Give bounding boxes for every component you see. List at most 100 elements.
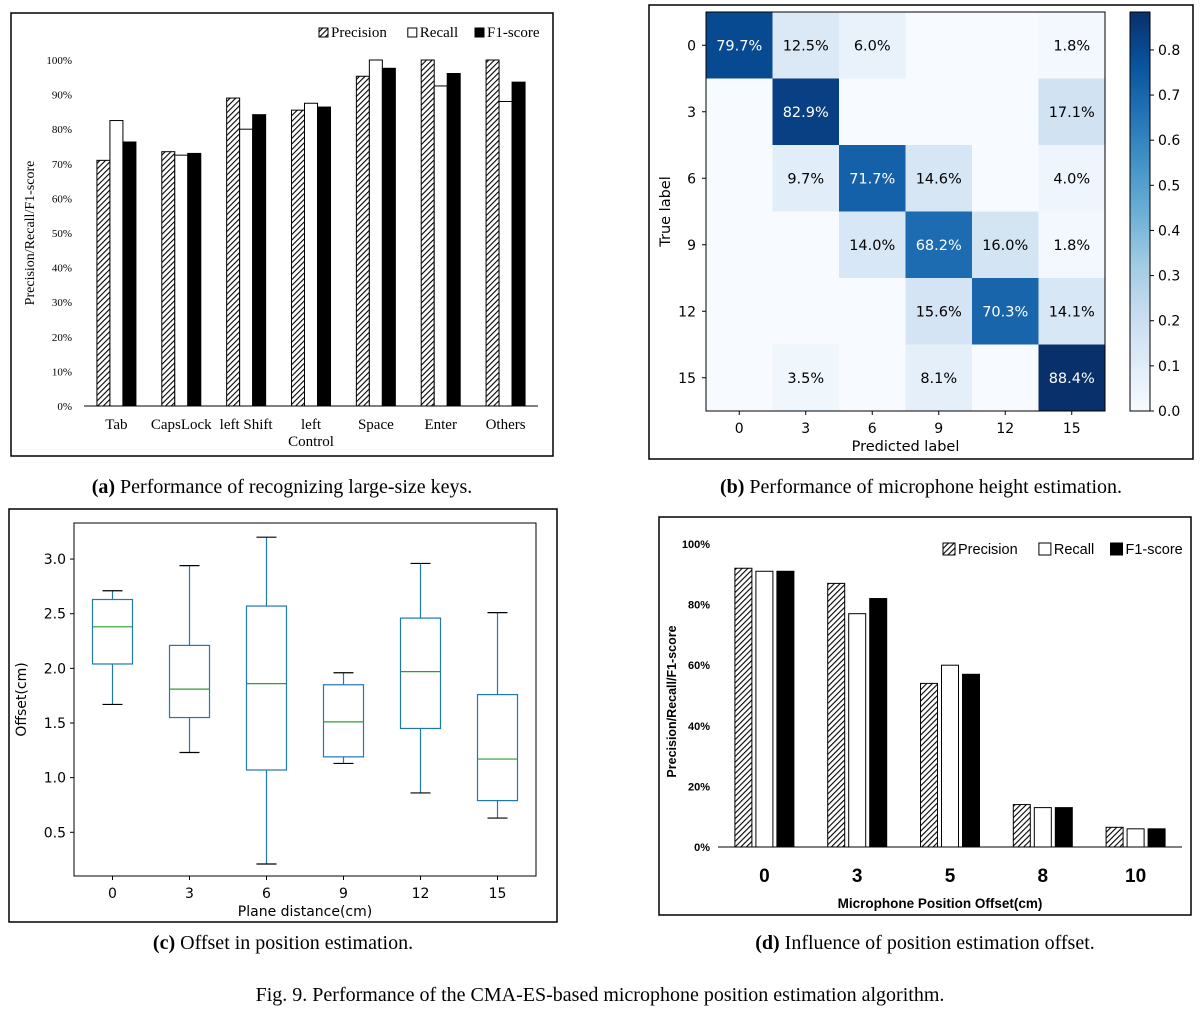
chart-d-panel: 0% 20% 40% 60% 80% 100% Precision/Recall/F1-sc…: [658, 516, 1192, 916]
chart-a-bar: [239, 128, 254, 407]
chart-b-cell: [706, 145, 773, 212]
chart-d-legend-label: F1-score: [1126, 542, 1183, 558]
chart-b-cell-label: 82.9%: [783, 105, 829, 121]
chart-a-bar: [109, 120, 124, 407]
chart-b-cell-label: 14.0%: [849, 238, 895, 254]
chart-c-plot-border: [73, 522, 537, 877]
chart-a-bar: [226, 97, 241, 407]
chart-d-xtick-label: 10: [1125, 866, 1146, 887]
chart-a-bar: [304, 102, 318, 407]
chart-d-bar: [920, 682, 938, 848]
chart-b-cell: [839, 344, 906, 412]
chart-a-bar: [174, 154, 189, 407]
chart-d: 0% 20% 40% 60% 80% 100% Precision/Recall/F1-sc…: [658, 516, 1192, 916]
chart-d-legend-label: Precision: [958, 542, 1018, 558]
chart-b-xtick-label: 3: [801, 421, 810, 437]
chart-a-legend-swatch: [318, 27, 329, 38]
chart-b-colorbar: [1129, 11, 1151, 412]
chart-d-legend-swatch: [1110, 542, 1123, 556]
caption-b-text: Performance of microphone height estimat…: [749, 476, 1123, 498]
chart-d-xtick-label: 3: [852, 866, 863, 887]
chart-b-ytick-label: 12: [678, 304, 696, 320]
chart-c-ytick-label: 1.5: [44, 716, 66, 732]
chart-a-bar: [355, 75, 370, 407]
chart-b-xtick-label: 9: [934, 421, 943, 437]
chart-b-colorbar-label: 0.0: [1158, 404, 1180, 420]
chart-d-bar: [869, 598, 888, 848]
chart-b-ytick-label: 0: [687, 38, 696, 54]
chart-b-cell-label: 71.7%: [849, 171, 895, 187]
chart-b-cell: [905, 344, 973, 412]
chart-c-ytick-label: 1.0: [44, 771, 66, 787]
chart-d-bar: [1054, 807, 1073, 848]
chart-a-bar: [161, 151, 176, 407]
chart-a-legend-swatch: [407, 27, 418, 38]
chart-d-bar: [1126, 828, 1145, 848]
chart-a-bar: [433, 85, 448, 407]
chart-c-xtick-label: 0: [108, 886, 117, 902]
chart-a-bar: [187, 152, 202, 407]
chart-b-cell: [1038, 78, 1106, 146]
chart-b-cell: [972, 211, 1039, 279]
chart-a-bar: [420, 59, 435, 407]
chart-a-legend-label: Recall: [420, 25, 458, 41]
chart-a-bar: [291, 109, 305, 407]
chart-d-legend-label: Recall: [1054, 542, 1094, 558]
chart-d-xtick-label: 0: [759, 866, 770, 887]
chart-b-cell: [972, 12, 1039, 79]
chart-c-box: [168, 644, 211, 719]
chart-c-xtick-label: 3: [185, 886, 194, 902]
chart-a-legend-label: F1-score: [487, 25, 540, 41]
chart-b-panel: 79.7% 12.5% 6.0% 1.8% 82.9% 17.1% 9.7% 71.7% 14.…: [648, 4, 1194, 460]
chart-b-cell: [972, 344, 1039, 412]
chart-b-cell: [772, 278, 840, 345]
chart-b-xtick-label: 15: [1063, 421, 1081, 437]
chart-b-cell-label: 17.1%: [1049, 105, 1095, 121]
chart-b-cell: [972, 145, 1039, 212]
chart-a-bar: [368, 59, 383, 407]
chart-d-xtick-label: 5: [945, 866, 956, 887]
chart-b-cell-label: 1.8%: [1053, 38, 1090, 54]
chart-c-box: [399, 617, 442, 730]
chart-b-cell: [1038, 344, 1106, 412]
chart-a-bar: [96, 159, 111, 407]
chart-a-xtick-label: CapsLock: [151, 417, 212, 433]
chart-d-ytick-label: 100%: [682, 539, 710, 551]
chart-b-colorbar-label: 0.5: [1158, 178, 1180, 194]
chart-b-cell: [1038, 12, 1106, 79]
chart-b-xtick-label: 0: [735, 421, 744, 437]
chart-d-bar: [941, 664, 959, 848]
chart-b: 79.7% 12.5% 6.0% 1.8% 82.9% 17.1% 9.7% 71.7% 14.…: [648, 4, 1194, 460]
caption-d-tag: (d): [755, 932, 780, 954]
chart-a-xtick-label: Others: [486, 417, 526, 433]
chart-a-ytick-label: 90%: [52, 90, 72, 102]
chart-b-cell: [972, 78, 1039, 146]
chart-b-cell-label: 4.0%: [1053, 171, 1090, 187]
chart-c-frame: [8, 508, 558, 923]
chart-c-box: [322, 684, 365, 758]
chart-b-cell: [772, 78, 840, 146]
chart-b-cell: [905, 145, 973, 212]
chart-b-cell: [839, 78, 906, 146]
chart-c-ytick-label: 0.5: [44, 825, 66, 841]
chart-b-cell: [972, 278, 1039, 345]
figure-caption: Fig. 9. Performance of the CMA-ES-based …: [255, 984, 945, 1006]
chart-b-cell: [772, 211, 840, 279]
chart-a-legend-label: Precision: [331, 25, 387, 41]
caption-b: (b) Performance of microphone height est…: [648, 476, 1194, 499]
chart-b-xlabel: Predicted label: [852, 439, 960, 455]
chart-b-cell: [1038, 278, 1106, 345]
chart-b-colorbar-label: 0.1: [1158, 359, 1180, 375]
chart-c-ylabel: Offset(cm): [14, 662, 30, 736]
chart-b-cell-label: 14.6%: [916, 171, 962, 187]
chart-a-bar: [317, 106, 331, 407]
chart-b-cell-label: 12.5%: [783, 38, 829, 54]
chart-b-xtick-label: 6: [868, 421, 877, 437]
chart-a-bar: [485, 59, 500, 407]
chart-b-cell: [772, 145, 840, 212]
chart-b-cell: [839, 12, 906, 79]
chart-b-cell-label: 3.5%: [787, 371, 824, 387]
chart-b-cell: [905, 211, 973, 279]
chart-b-cell-label: 15.6%: [916, 304, 962, 320]
chart-b-xtick-label: 12: [996, 421, 1014, 437]
